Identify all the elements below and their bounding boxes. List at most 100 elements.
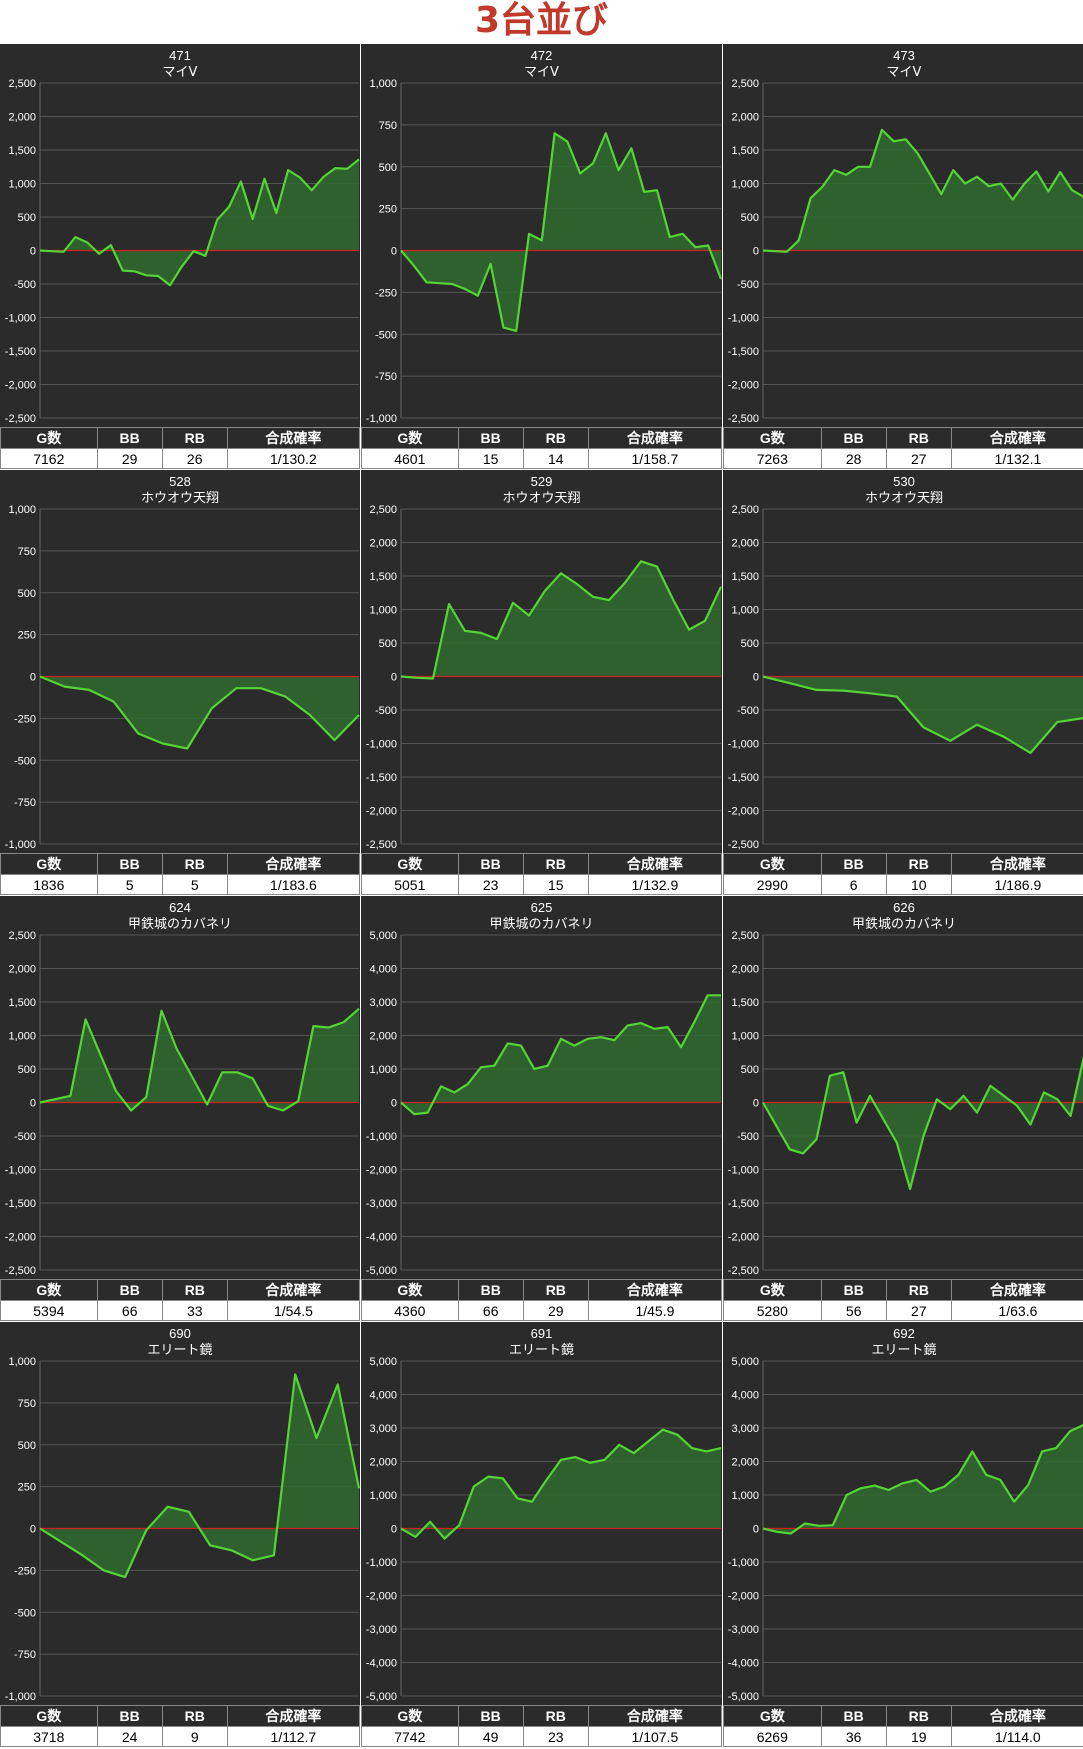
chart-grid: 471 マイV 2,500 2,000 1,500 1,000 500 0 -500 -1,000… [0,44,1083,1749]
stat-games: 6269 [723,1726,822,1747]
stat-games: 5051 [361,874,459,895]
stat-rate: 1/130.2 [226,448,361,469]
stats-header: G数 [361,427,459,449]
tick-label: 3,000 [369,1423,397,1435]
tick-label: 2,000 [369,538,397,550]
stats-header: G数 [0,853,98,875]
tick-label: 0 [30,1524,36,1536]
tick-label: 1,000 [8,504,36,516]
tick-label: 1,000 [369,1064,397,1076]
chart-panel-530: 530 ホウオウ天翔 2,500 2,000 1,500 1,000 500 0 -500 -1,… [723,470,1083,895]
stat-rate: 1/107.5 [587,1726,723,1747]
stat-games: 4601 [361,448,459,469]
tick-label: 0 [30,246,36,258]
tick-label: -250 [375,287,397,299]
tick-label: -1,000 [366,739,397,751]
chart-title: 625 [531,900,553,915]
tick-label: 5,000 [369,930,397,942]
chart-title: 471 [169,48,191,63]
stats-table: G数 BB RB 合成確率 1836 5 5 1/183.6 [0,853,361,895]
stat-games: 5394 [0,1300,98,1321]
stats-header: BB [96,1279,163,1301]
stats-header: BB [96,853,163,875]
tick-label: 1,000 [731,179,759,191]
chart-title: 690 [169,1326,191,1341]
series-area [40,159,359,286]
tick-label: -2,000 [366,1165,397,1177]
stats-table: G数 BB RB 合成確率 6269 36 19 1/114.0 [723,1705,1083,1747]
stat-rb: 29 [522,1300,589,1321]
stats-table: G数 BB RB 合成確率 7263 28 27 1/132.1 [723,427,1083,469]
stat-rate: 1/63.6 [950,1300,1083,1321]
stat-bb: 6 [820,874,887,895]
tick-label: -2,000 [366,806,397,818]
chart-panel-473: 473 マイV 2,500 2,000 1,500 1,000 500 0 -500 -1,000… [723,44,1083,469]
stat-games: 2990 [723,874,822,895]
tick-label: 1,500 [731,571,759,583]
tick-label: 4,000 [731,1390,759,1402]
chart-subtitle: ホウオウ天翔 [865,491,943,506]
stats-table: G数 BB RB 合成確率 3718 24 9 1/112.7 [0,1705,361,1747]
chart-626: 626 甲鉄城のカバネリ 2,500 2,000 1,500 1,000 500 0 -500 -… [728,900,1083,1277]
stats-header: BB [96,1705,163,1727]
stats-header: 合成確率 [950,1279,1083,1301]
tick-label: -750 [14,1649,36,1661]
chart-panel-624: 624 甲鉄城のカバネリ 2,500 2,000 1,500 1,000 500 0 -500 -… [0,896,361,1321]
stats-header: RB [522,1279,589,1301]
stats-header: 合成確率 [226,853,361,875]
stat-bb: 66 [457,1300,524,1321]
tick-label: -1,000 [366,1131,397,1143]
stat-games: 1836 [0,874,98,895]
stat-games: 7263 [723,448,822,469]
tick-label: -2,000 [5,380,36,392]
stats-header: RB [522,853,589,875]
stat-rate: 1/186.9 [950,874,1083,895]
stats-header: G数 [723,1705,822,1727]
stats-table: G数 BB RB 合成確率 7162 29 26 1/130.2 [0,427,361,469]
stats-header: RB [161,427,228,449]
series-area [401,995,721,1115]
tick-label: 1,500 [731,997,759,1009]
chart-subtitle: マイV [887,65,922,80]
chart-subtitle: ホウオウ天翔 [502,491,580,506]
tick-label: 250 [18,630,36,642]
tick-label: -2,500 [728,413,759,425]
stats-header: BB [457,853,524,875]
tick-label: -1,500 [5,1198,36,1210]
tick-label: -2,500 [5,1265,36,1277]
tick-label: -2,000 [728,806,759,818]
tick-label: 1,000 [369,1490,397,1502]
chart-panel-691: 691 エリート鏡 5,000 4,000 3,000 2,000 1,000 0 -1,000… [361,1322,723,1747]
tick-label: -250 [14,1565,36,1577]
stat-bb: 5 [96,874,163,895]
stat-rate: 1/158.7 [587,448,723,469]
tick-label: 2,000 [731,1457,759,1469]
tick-label: 2,000 [731,112,759,124]
tick-label: 0 [30,672,36,684]
tick-label: 1,500 [731,145,759,157]
series-line [400,132,722,332]
chart-subtitle: マイV [524,65,559,80]
tick-label: -1,000 [366,413,397,425]
tick-label: 500 [18,1440,36,1452]
stat-rb: 14 [522,448,589,469]
chart-692: 692 エリート鏡 5,000 4,000 3,000 2,000 1,000 0 -1,000… [728,1326,1083,1703]
page-title: 3台並び [474,0,609,41]
stats-header: 合成確率 [226,427,361,449]
tick-label: 2,000 [8,964,36,976]
stats-table: G数 BB RB 合成確率 5280 56 27 1/63.6 [723,1279,1083,1321]
stat-bb: 15 [457,448,524,469]
chart-subtitle: 甲鉄城のカバネリ [489,917,593,932]
chart-471: 471 マイV 2,500 2,000 1,500 1,000 500 0 -500 -1,000… [5,48,360,425]
series-line [39,675,360,750]
tick-label: 0 [753,1524,759,1536]
tick-label: -250 [14,713,36,725]
tick-label: -2,000 [728,380,759,392]
stat-rb: 27 [885,448,952,469]
series-area [40,1008,359,1111]
tick-label: 4,000 [369,1390,397,1402]
tick-label: 750 [18,546,36,558]
tick-label: 2,500 [369,504,397,516]
chart-title: 528 [169,474,191,489]
chart-473: 473 マイV 2,500 2,000 1,500 1,000 500 0 -500 -1,000… [728,48,1083,425]
